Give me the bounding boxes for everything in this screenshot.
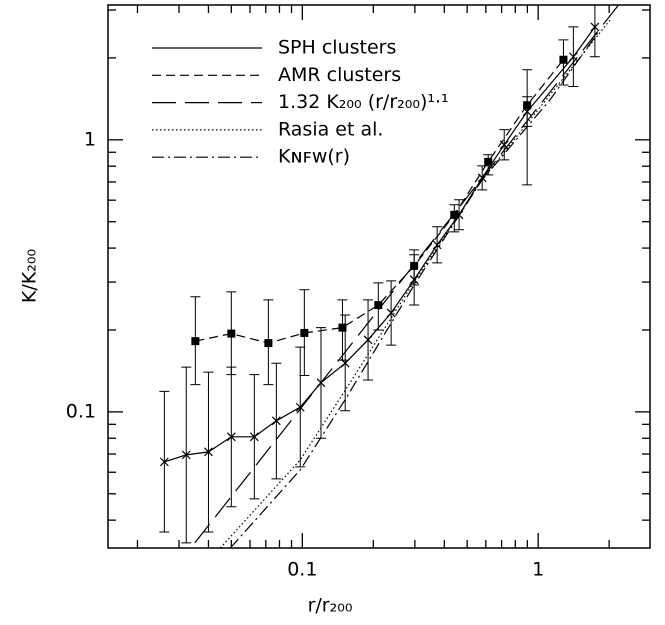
marker [432, 240, 442, 250]
marker [363, 335, 373, 345]
marker [300, 328, 309, 337]
legend-label: SPH clusters [278, 37, 396, 59]
series-line [229, 29, 601, 548]
marker [559, 55, 568, 64]
x-tick-label: 0.1 [287, 559, 317, 581]
legend-label: 1.32 K₂₀₀ (r/r₂₀₀)¹·¹ [278, 91, 449, 113]
marker [271, 416, 281, 426]
marker [264, 339, 273, 348]
legend-label: Rasia et al. [278, 118, 383, 140]
marker [374, 301, 383, 310]
plot-frame [107, 4, 651, 549]
marker [204, 447, 213, 457]
marker [450, 210, 459, 219]
legend-label: Kɴꜰᴡ(r) [278, 146, 350, 168]
marker [338, 323, 347, 332]
marker [181, 450, 191, 460]
marker [484, 157, 493, 166]
marker [191, 337, 200, 346]
series-line [195, 59, 564, 344]
x-axis-label: r/r₂₀₀ [308, 595, 353, 617]
plot-area [159, 5, 620, 548]
x-tick-label: 1 [532, 559, 544, 581]
marker [295, 402, 305, 412]
marker [249, 432, 259, 442]
marker [590, 22, 600, 32]
marker [410, 261, 419, 270]
series-line [219, 19, 611, 548]
series-line [194, 5, 620, 544]
marker [159, 457, 169, 467]
marker [386, 308, 396, 318]
error-bar [589, 5, 600, 58]
y-axis-label: K/K₂₀₀ [19, 249, 41, 303]
marker [226, 432, 236, 442]
marker [227, 329, 236, 338]
y-tick-label: 0.1 [66, 400, 96, 422]
y-tick-label: 1 [84, 128, 96, 150]
legend-label: AMR clusters [278, 64, 401, 86]
marker [523, 101, 532, 110]
